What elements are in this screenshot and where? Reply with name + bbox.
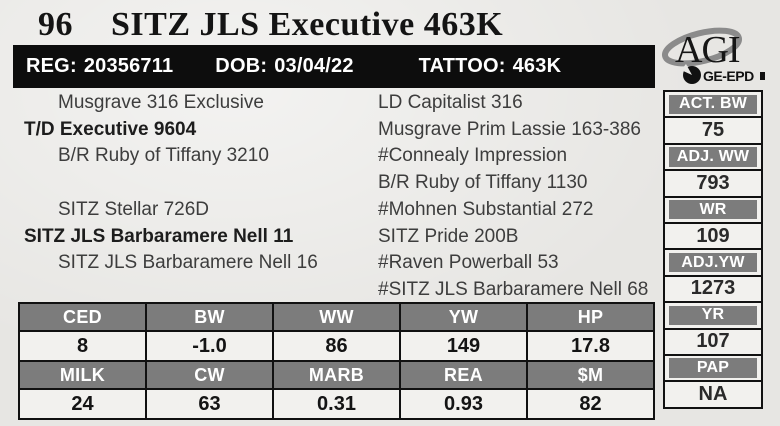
stat-value-yr: 107 [665, 329, 761, 354]
epd-header-ww: WW [274, 304, 399, 330]
epd-header-milk: MILK [20, 362, 145, 388]
epd-value-yw: 149 [401, 332, 526, 360]
epd-header-marb: MARB [274, 362, 399, 388]
dob-value: 03/04/22 [274, 55, 354, 77]
epd-value-hp: 17.8 [528, 332, 653, 360]
pedigree-ancestor: B/R Ruby of Tiffany 1130 [378, 172, 588, 194]
pedigree-dam: SITZ JLS Barbaramere Nell 11 [24, 225, 294, 247]
epd-value-rea: 0.93 [401, 390, 526, 418]
ge-epd-pie-notch [681, 64, 692, 75]
agi-ge-epd-logo: AGI GE-EPD [658, 26, 770, 88]
stat-header-label: WR [669, 200, 757, 220]
epd-table: CED BW WW YW HP 8 -1.0 86 149 17.8 MILK … [18, 302, 655, 420]
pedigree-sire-granddam: B/R Ruby of Tiffany 3210 [58, 145, 269, 167]
stat-header-act-bw: ACT. BW [665, 92, 761, 117]
pedigree-ancestor: #Raven Powerball 53 [378, 252, 559, 274]
pedigree-ancestor: SITZ Pride 200B [378, 225, 519, 247]
epd-header-rea: REA [401, 362, 526, 388]
epd-header-cw: CW [147, 362, 272, 388]
epd-header-yw: YW [401, 304, 526, 330]
pedigree-ancestor: Musgrave Prim Lassie 163-386 [378, 118, 641, 140]
stat-header-label: ADJ.YW [669, 252, 757, 273]
dob-field: DOB: 03/04/22 [215, 55, 353, 78]
epd-value-milk: 24 [20, 390, 145, 418]
tattoo-field: TATTOO: 463K [419, 55, 562, 78]
reg-value: 20356711 [83, 55, 174, 77]
pedigree-ancestor: #Mohnen Substantial 272 [378, 198, 594, 220]
agi-logo-graphic: AGI GE-EPD [661, 27, 765, 84]
tattoo-value: 463K [512, 55, 562, 77]
pedigree-ancestor: #Connealy Impression [378, 145, 568, 167]
agi-brand-text: AGI [675, 29, 740, 71]
stat-header-adj-ww: ADJ. WW [665, 144, 761, 170]
pedigree-sire: T/D Executive 9604 [24, 118, 197, 140]
epd-value-cw: 63 [147, 390, 272, 418]
stat-header-pap: PAP [665, 355, 761, 381]
lot-number: 96 [38, 6, 73, 43]
pedigree-ancestor: LD Capitalist 316 [378, 92, 523, 113]
ge-epd-mark-square [760, 72, 765, 80]
reg-label: REG: [26, 55, 77, 77]
title-row: 96 SITZ JLS Executive 463K [38, 6, 658, 44]
animal-name: SITZ JLS Executive 463K [111, 6, 504, 43]
pedigree-ancestor: #SITZ JLS Barbaramere Nell 68 [378, 278, 649, 300]
reg-field: REG: 20356711 [26, 55, 173, 78]
pedigree-dam-grandsire: SITZ Stellar 726D [58, 198, 209, 220]
stat-value-adj-yw: 1273 [665, 276, 761, 302]
stat-value-pap: NA [665, 382, 761, 407]
epd-value-bw: -1.0 [147, 332, 272, 360]
stat-header-wr: WR [665, 197, 761, 222]
epd-value-marb: 0.31 [274, 390, 399, 418]
epd-value-ww: 86 [274, 332, 399, 360]
pedigree-sire-grandsire: Musgrave 316 Exclusive [58, 92, 264, 113]
agi-swoosh-icon [661, 27, 743, 67]
epd-header-ced: CED [20, 304, 145, 330]
epd-header-bw: BW [147, 304, 272, 330]
stat-header-label: ADJ. WW [669, 147, 757, 167]
tattoo-label: TATTOO: [418, 55, 506, 77]
stat-header-label: YR [669, 305, 757, 326]
epd-value-ced: 8 [20, 332, 145, 360]
stat-header-label: ACT. BW [669, 94, 757, 114]
stat-header-label: PAP [669, 358, 757, 378]
epd-value-dollar-m: 82 [528, 390, 653, 418]
stat-value-act-bw: 75 [665, 118, 761, 143]
pedigree-dam-granddam: SITZ JLS Barbaramere Nell 16 [58, 252, 318, 274]
stat-header-yr: YR [665, 303, 761, 328]
stat-value-wr: 109 [665, 223, 761, 249]
registration-bar: REG: 20356711 DOB: 03/04/22 TATTOO: 463K [13, 45, 655, 88]
epd-header-hp: HP [528, 304, 653, 330]
dob-label: DOB: [215, 55, 268, 77]
ge-epd-text: GE-EPD [703, 68, 754, 84]
stat-value-adj-ww: 793 [665, 171, 761, 196]
epd-header-dollar-m: $M [528, 362, 653, 388]
stat-header-adj-yw: ADJ.YW [665, 250, 761, 275]
performance-stats-table: ACT. BW 75 ADJ. WW 793 WR 109 ADJ.YW 127… [663, 90, 763, 409]
